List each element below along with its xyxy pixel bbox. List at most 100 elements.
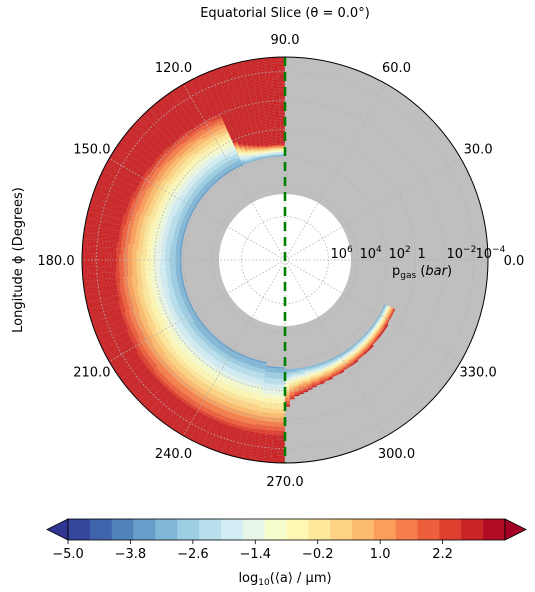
contour-cell [175,176,180,182]
contour-cell [135,188,140,195]
contour-cell [195,134,202,139]
contour-cell [101,179,106,187]
contour-cell [134,145,140,152]
contour-cell [226,147,231,151]
contour-cell [188,112,194,118]
contour-cell [186,147,192,152]
contour-cell [176,165,181,171]
contour-cell [175,125,181,131]
contour-cell [217,73,225,77]
contour-cell [107,159,113,167]
contour-cell [129,141,135,148]
contour-cell [128,132,135,139]
contour-cell [231,149,237,153]
contour-cell [248,129,253,133]
contour-cell [165,212,169,218]
contour-cell [147,250,150,256]
contour-cell [172,100,179,106]
contour-cell [206,157,212,162]
contour-cell [145,129,151,136]
contour-cell [206,186,211,191]
contour-cell [248,158,253,162]
contour-cell [223,69,231,74]
contour-cell [277,147,282,150]
contour-cell [184,193,189,199]
contour-cell [240,122,247,126]
contour-cell [215,136,220,141]
contour-cell [152,250,155,256]
contour-cell [133,187,138,194]
contour-cell [159,204,163,210]
contour-cell [171,88,179,94]
contour-cell [129,265,131,271]
contour-cell [220,174,225,179]
contour-cell [131,186,136,193]
contour-cell [225,110,232,115]
contour-cell [91,253,93,260]
contour-cell [199,130,205,135]
contour-cell [241,151,247,155]
contour-cell [203,73,211,78]
contour-cell [213,110,220,115]
contour-cell [211,170,216,174]
contour-cell [252,73,260,77]
contour-cell [192,83,200,88]
contour-cell [205,93,212,98]
contour-cell [201,142,207,147]
contour-cell [169,260,172,265]
contour-cell [233,131,239,135]
contour-cell [276,140,281,143]
contour-cell [230,164,235,168]
contour-cell [152,260,154,265]
contour-cell [130,249,133,255]
contour-cell [126,130,133,138]
contour-cell [246,139,251,143]
contour-cell [179,200,183,205]
contour-cell [268,98,274,101]
contour-cell [157,204,162,210]
contour-cell [203,136,209,141]
contour-cell [206,181,210,185]
contour-cell [211,155,216,160]
contour-cell [212,78,220,82]
contour-cell [240,79,247,82]
contour-cell [157,187,162,193]
contour-cell [278,64,285,67]
contour-cell [245,98,252,102]
contour-cell [176,144,182,149]
contour-cell [194,200,198,205]
contour-cell [168,260,170,265]
contour-cell [207,182,211,186]
contour-cell [140,260,143,266]
contour-cell [183,202,187,207]
contour-cell [277,146,282,148]
contour-cell [265,74,273,77]
contour-cell [190,159,196,164]
contour-cell [218,121,224,126]
contour-cell [202,158,207,163]
contour-cell [149,205,153,212]
contour-cell [107,253,109,260]
contour-cell [278,77,285,80]
contour-cell [158,182,163,188]
contour-cell [191,172,196,177]
polar-plot-area [81,56,489,464]
contour-cell [113,177,118,185]
contour-cell [216,156,221,160]
contour-cell [136,265,139,271]
contour-cell [226,127,233,131]
contour-cell [179,213,183,218]
contour-cell [175,260,177,264]
contour-cell [130,185,135,192]
contour-cell [266,154,271,157]
contour-cell [192,82,199,87]
contour-cell [194,85,201,91]
contour-cell [201,123,208,128]
contour-cell [178,263,181,268]
contour-cell [203,89,210,94]
contour-cell [183,116,189,121]
contour-cell [108,167,113,175]
contour-cell [184,203,188,208]
contour-cell [194,190,198,195]
contour-cell [229,161,234,166]
